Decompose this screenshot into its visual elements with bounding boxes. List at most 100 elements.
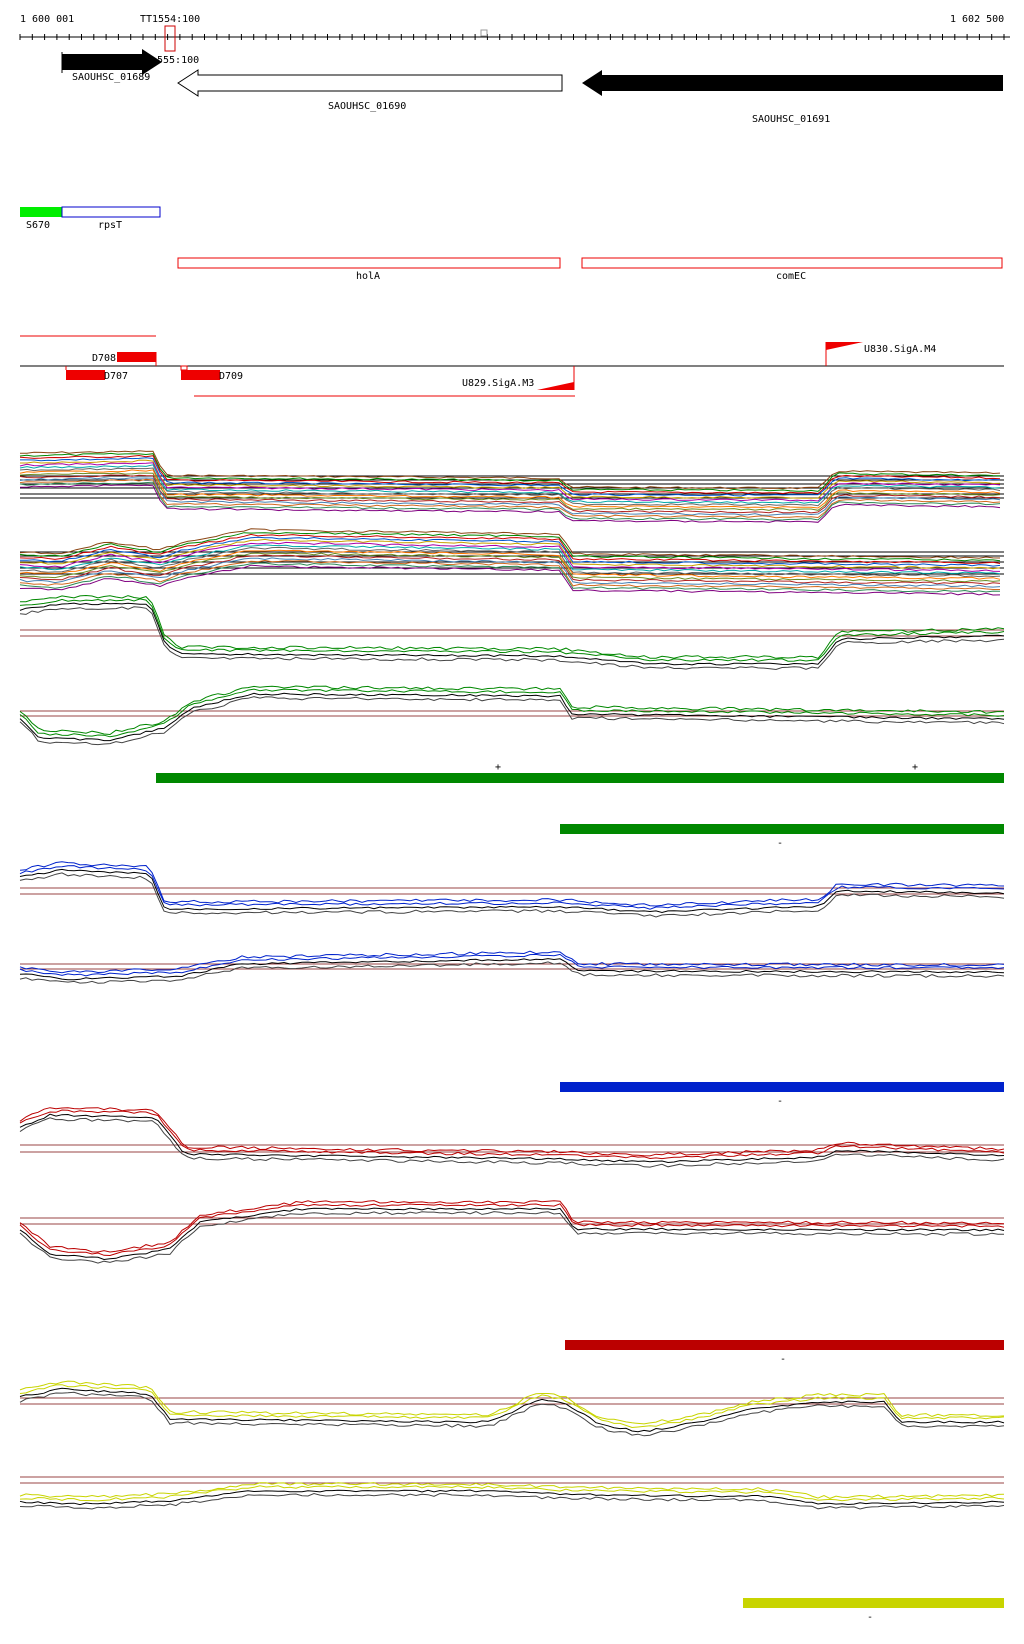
expression-line — [19, 1107, 1005, 1157]
expression-line — [20, 457, 1001, 497]
blue-segment-minus[interactable] — [560, 1082, 1004, 1092]
feature-label-comec: comEC — [776, 271, 806, 282]
gene-arrow-01690[interactable] — [177, 69, 563, 97]
expression-line — [19, 1387, 1005, 1433]
expression-line — [19, 696, 1005, 746]
peak-label-d707: D707 — [104, 371, 128, 382]
expression-line — [19, 554, 1001, 585]
expression-line — [19, 1482, 1005, 1499]
expression-line — [19, 532, 1001, 562]
expression-line — [19, 692, 1005, 742]
blue-minus-mark: - — [777, 1096, 783, 1107]
feature-comec[interactable] — [581, 257, 1003, 269]
green-plus-mark-1: + — [495, 762, 501, 773]
expression-line — [19, 467, 1001, 507]
expression-line — [19, 484, 1001, 523]
peak-d707[interactable] — [66, 370, 105, 380]
green-minus-mark: - — [777, 838, 783, 849]
gene-arrow-01691[interactable] — [582, 70, 1003, 96]
expression-line — [19, 1117, 1005, 1168]
peak-d709[interactable] — [181, 370, 220, 380]
expression-line — [19, 606, 1005, 671]
gene-saouhsc-01691[interactable]: SAOUHSC_01691 — [582, 70, 1003, 125]
coordinate-ruler: 1 600 001 1 602 500 TT1554:100 555:100 — [19, 14, 1010, 66]
green-segment-plus[interactable] — [156, 773, 1004, 783]
gene-track: SAOUHSC_01689 SAOUHSC_01690 SAOUHSC_0169… — [61, 49, 1003, 125]
blue-condition-tracks: - — [19, 861, 1005, 1107]
feature-hola[interactable] — [177, 257, 561, 269]
expression-line — [19, 477, 1001, 516]
expression-line — [19, 688, 1005, 738]
expression-line — [19, 472, 1001, 511]
expression-line — [19, 1492, 1005, 1510]
expression-line — [19, 549, 1001, 580]
red-expression-plus — [19, 1107, 1005, 1168]
yellow-expression-plus — [19, 1380, 1005, 1437]
peak-label-d709: D709 — [219, 371, 243, 382]
promoter-label-u829: U829.SigA.M3 — [462, 378, 534, 389]
green-plus-mark-2: + — [912, 762, 918, 773]
expression-line — [19, 564, 1001, 596]
gene-arrow-01689[interactable] — [62, 49, 162, 75]
terminator-label-2: 555:100 — [157, 55, 199, 66]
expression-line — [19, 469, 1001, 509]
expression-line — [19, 533, 1001, 564]
feature-label-hola: holA — [356, 271, 380, 282]
feature-rpst[interactable] — [61, 206, 161, 218]
expression-line — [19, 1489, 1005, 1506]
green-expression-minus — [19, 685, 1005, 746]
expression-line — [19, 1113, 1005, 1164]
expression-line — [19, 559, 1000, 590]
feature-s670[interactable] — [20, 207, 62, 217]
yellow-segment-minus[interactable] — [743, 1598, 1004, 1608]
promoter-u829[interactable]: U829.SigA.M3 — [462, 366, 575, 390]
gene-label-01690: SAOUHSC_01690 — [328, 101, 406, 112]
blue-expression-minus — [19, 950, 1005, 984]
promoter-label-u830: U830.SigA.M4 — [864, 344, 936, 355]
expression-line — [19, 868, 1005, 914]
expression-line — [19, 598, 1005, 662]
expression-line — [19, 602, 1005, 666]
expression-line — [19, 541, 1001, 572]
expression-line — [19, 562, 1001, 593]
expression-line — [19, 546, 1001, 578]
expression-line — [19, 478, 1001, 519]
expression-line — [19, 552, 1001, 583]
gene-saouhsc-01690[interactable]: SAOUHSC_01690 — [177, 69, 563, 112]
expression-line — [19, 1391, 1005, 1437]
expression-line — [19, 538, 1001, 570]
feature-label-rpst: rpsT — [98, 220, 122, 231]
gene-label-01689: SAOUHSC_01689 — [72, 72, 150, 83]
ruler-start-label: 1 600 001 — [20, 14, 74, 25]
expression-line — [20, 536, 1001, 567]
expression-line — [19, 481, 1001, 521]
peak-track: D708 D707 D709 U829.SigA.M3 U830.SigA.M4 — [20, 335, 1004, 397]
expression-line — [19, 1384, 1005, 1429]
expression-line — [19, 544, 1001, 575]
green-expression-plus — [19, 594, 1005, 671]
promoter-u830[interactable]: U830.SigA.M4 — [825, 342, 936, 366]
peak-label-d708: D708 — [92, 353, 116, 364]
expression-line — [19, 961, 1005, 984]
expression-line — [20, 594, 1005, 659]
feature-label-s670: S670 — [26, 220, 50, 231]
yellow-minus-mark: - — [867, 1612, 873, 1623]
terminator-marker[interactable] — [164, 25, 176, 52]
expression-line — [19, 861, 1005, 907]
peak-d708[interactable] — [117, 352, 156, 362]
expression-line — [19, 865, 1005, 910]
red-minus-mark: - — [780, 1354, 786, 1365]
expression-line — [19, 950, 1005, 974]
expression-line — [19, 474, 1001, 514]
gene-label-01691: SAOUHSC_01691 — [752, 114, 830, 125]
expression-line — [19, 872, 1005, 918]
red-segment-minus[interactable] — [565, 1340, 1004, 1350]
red-condition-tracks: - — [19, 1107, 1005, 1365]
expression-line — [19, 953, 1005, 977]
expression-line — [19, 454, 1001, 495]
expression-multi-track-minus — [19, 528, 1004, 596]
gene-saouhsc-01689[interactable]: SAOUHSC_01689 — [61, 49, 162, 83]
expression-line — [19, 685, 1005, 736]
green-segment-minus[interactable] — [560, 824, 1004, 834]
